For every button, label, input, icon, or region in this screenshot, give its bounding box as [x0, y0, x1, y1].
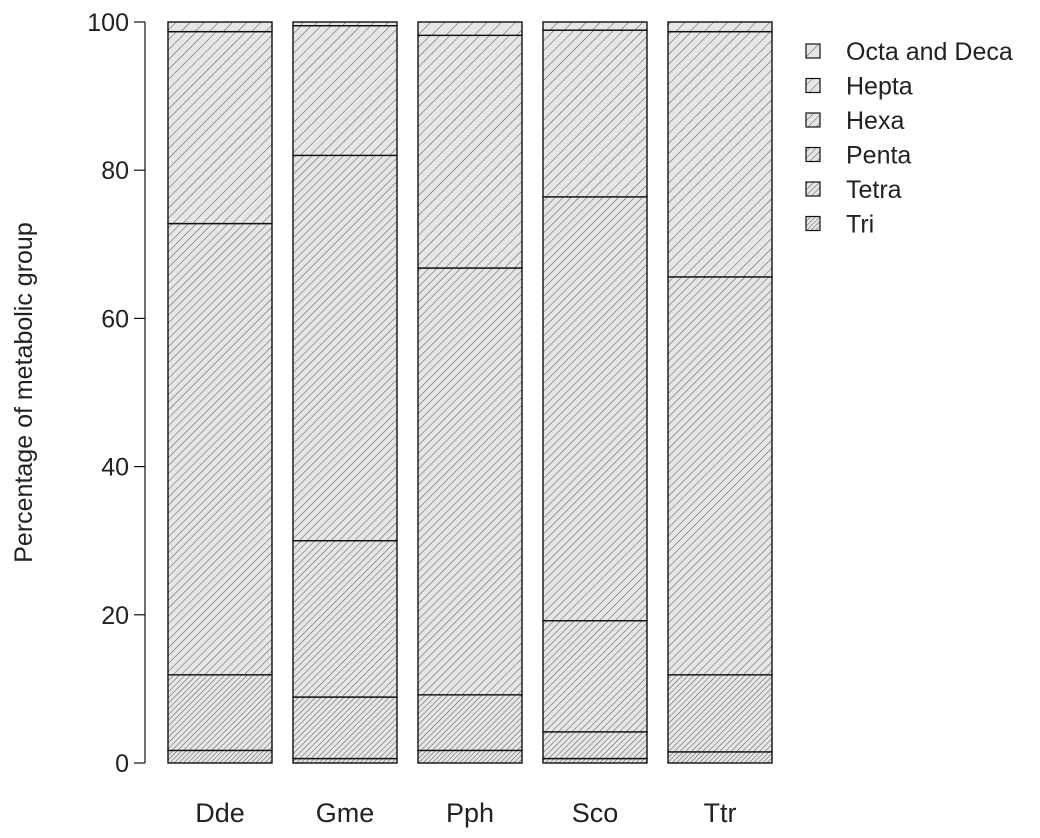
bar-segment-dde-tetra: [167, 674, 273, 752]
bar-segment-ttr-hepta: [667, 30, 773, 278]
y-tick-label: 20: [101, 602, 129, 630]
bar-segment-ttr-tri: [667, 751, 773, 764]
bar-segment-dde-hepta: [167, 30, 273, 225]
y-tick-label: 40: [101, 454, 129, 482]
legend-label: Hepta: [846, 73, 913, 101]
bar-segment-gme-tetra: [292, 696, 398, 760]
bar-segment-sco-octa-and-deca: [542, 21, 648, 31]
bar-segment-pph-tetra: [417, 694, 523, 752]
bar-segment-sco-penta: [542, 620, 648, 733]
bar-segment-sco-tetra: [542, 731, 648, 760]
x-axis-labels: Dde Gme Pph Sco Ttr: [195, 798, 736, 828]
x-tick-label: Dde: [195, 798, 245, 828]
y-tick-label: 0: [115, 750, 129, 778]
bar-segment-sco-hepta: [542, 29, 648, 198]
bar-segment-ttr-tetra: [667, 674, 773, 753]
legend-swatch: [805, 77, 821, 94]
legend-swatch: [805, 43, 821, 59]
legend-label: Tri: [846, 211, 874, 239]
legend-label: Penta: [846, 142, 911, 170]
bar-segment-sco-hexa: [542, 196, 648, 622]
bar-segment-dde-hexa: [167, 222, 273, 676]
bar-segment-pph-hepta: [417, 34, 523, 269]
x-tick-label: Sco: [572, 798, 619, 828]
x-tick-label: Pph: [446, 798, 494, 828]
bar-segment-dde-tri: [167, 749, 273, 764]
bar-segment-ttr-octa-and-deca: [667, 21, 773, 33]
legend-label: Octa and Deca: [846, 38, 1013, 66]
legend-swatch: [805, 112, 821, 128]
y-tick-label: 60: [101, 305, 129, 333]
bar-segment-dde-octa-and-deca: [167, 21, 273, 33]
x-tick-label: Gme: [316, 798, 375, 828]
y-tick-label: 100: [87, 9, 129, 37]
bar-segment-pph-tri: [417, 749, 523, 764]
y-tick-label: 80: [101, 157, 129, 185]
legend-swatch: [805, 215, 821, 232]
x-tick-label: Ttr: [704, 798, 737, 828]
bar-segment-gme-penta: [292, 540, 398, 698]
legend-swatch: [805, 146, 821, 163]
bar-segment-pph-octa-and-deca: [417, 21, 523, 37]
bar-segment-pph-hexa: [417, 267, 523, 696]
bar-segment-gme-hexa: [292, 154, 398, 542]
y-axis: 0 20 40 60 80 100: [87, 9, 146, 778]
legend-swatch: [805, 181, 821, 197]
bar-segment-gme-hepta: [292, 25, 398, 157]
legend: Octa and Deca Hepta Hexa Penta Tetra Tri: [805, 38, 1013, 239]
y-axis-title: Percentage of metabolic group: [10, 222, 38, 563]
bars-group: [167, 21, 773, 764]
legend-label: Hexa: [846, 107, 904, 135]
bar-segment-ttr-hexa: [667, 276, 773, 676]
bar-segment-gme-octa-and-deca: [292, 21, 398, 27]
legend-label: Tetra: [846, 176, 902, 204]
